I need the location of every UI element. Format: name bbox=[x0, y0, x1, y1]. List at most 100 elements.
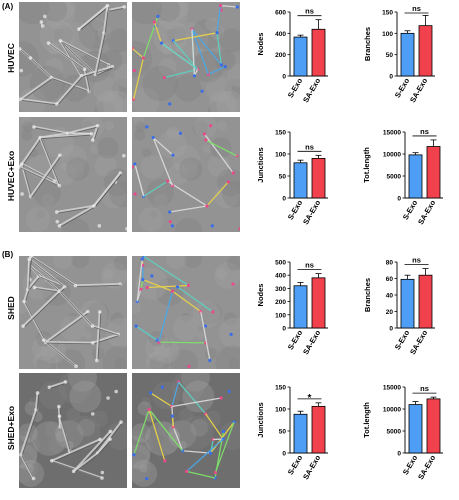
bar-s-exo bbox=[293, 36, 308, 77]
y-tick-label: 5000 bbox=[387, 429, 402, 436]
micrograph-shed-exo-raw bbox=[19, 373, 127, 488]
y-tick-label: 40 bbox=[386, 293, 394, 300]
micrograph-shed-raw bbox=[19, 256, 127, 369]
bar-s-exo bbox=[408, 154, 423, 199]
significance-label: ns bbox=[412, 256, 421, 265]
y-axis-label: Branches bbox=[363, 27, 372, 61]
y-tick-label: 600 bbox=[275, 10, 286, 17]
x-tick-label: SA-Exo bbox=[301, 453, 322, 481]
y-tick-label: 200 bbox=[275, 52, 286, 59]
significance-label: ns bbox=[305, 142, 314, 151]
x-tick-label: SA-Exo bbox=[301, 328, 322, 356]
y-axis-label: Tot.length bbox=[362, 402, 371, 438]
row-label-huvec: HUVEC bbox=[6, 43, 16, 73]
y-tick-label: 400 bbox=[275, 273, 286, 280]
y-tick-label: 0 bbox=[397, 196, 401, 203]
x-tick-label: SA-Exo bbox=[408, 76, 429, 104]
y-tick-label: 300 bbox=[275, 286, 286, 293]
micrograph-huvec-analyzed bbox=[132, 2, 240, 112]
bar-s-exo bbox=[293, 413, 308, 454]
x-tick-label: S-Exo bbox=[393, 76, 412, 99]
x-tick-label: S-Exo bbox=[401, 198, 420, 221]
bar-s-exo bbox=[400, 32, 415, 77]
micrograph-huvec-raw bbox=[19, 2, 127, 112]
y-tick-label: 10000 bbox=[383, 152, 401, 159]
y-tick-label: 5000 bbox=[387, 174, 402, 181]
y-tick-label: 0 bbox=[389, 74, 393, 81]
x-tick-label: S-Exo bbox=[286, 198, 305, 221]
x-tick-label: S-Exo bbox=[286, 328, 305, 351]
significance-label: ns bbox=[420, 127, 429, 136]
x-tick-label: SA-Exo bbox=[301, 198, 322, 226]
significance-label: ns bbox=[305, 261, 314, 270]
panel-label-a: (A) bbox=[2, 2, 14, 11]
x-tick-label: SA-Exo bbox=[416, 198, 437, 226]
bar-sa-exo bbox=[311, 158, 326, 199]
bar-s-exo bbox=[400, 278, 415, 329]
row-label-shed-exo: SHED+Exo bbox=[6, 405, 16, 451]
y-axis-label: Nodes bbox=[256, 284, 265, 307]
y-tick-label: 500 bbox=[275, 260, 286, 267]
y-tick-label: 50 bbox=[279, 429, 287, 436]
bar-s-exo bbox=[293, 162, 308, 199]
significance-label: ns bbox=[420, 384, 429, 393]
bar-sa-exo bbox=[311, 28, 326, 77]
y-tick-label: 100 bbox=[275, 312, 286, 319]
x-tick-label: S-Exo bbox=[393, 328, 412, 351]
y-tick-label: 0 bbox=[282, 74, 286, 81]
y-tick-label: 100 bbox=[382, 31, 393, 38]
bar-s-exo bbox=[293, 285, 308, 329]
y-axis-label: Junctions bbox=[256, 147, 265, 182]
x-tick-label: SA-Exo bbox=[301, 76, 322, 104]
micrograph-huvec-exo-raw bbox=[19, 117, 127, 232]
y-tick-label: 15000 bbox=[383, 130, 401, 137]
y-axis-label: Nodes bbox=[256, 33, 265, 56]
y-tick-label: 80 bbox=[386, 260, 394, 267]
bar-sa-exo bbox=[418, 274, 433, 329]
x-tick-label: S-Exo bbox=[401, 453, 420, 476]
y-tick-label: 100 bbox=[275, 152, 286, 159]
x-tick-label: SA-Exo bbox=[416, 453, 437, 481]
row-label-shed: SHED bbox=[6, 296, 16, 320]
x-tick-label: S-Exo bbox=[286, 453, 305, 476]
bar-s-exo bbox=[408, 404, 423, 454]
y-axis-label: Branches bbox=[363, 278, 372, 312]
y-axis-label: Tot.length bbox=[362, 147, 371, 183]
significance-label: * bbox=[308, 393, 312, 404]
significance-label: ns bbox=[305, 7, 314, 16]
x-tick-label: S-Exo bbox=[286, 76, 305, 99]
y-axis-label: Junctions bbox=[256, 402, 265, 437]
row-label-huvec-exo: HUVEC+Exo bbox=[6, 150, 16, 202]
significance-label: ns bbox=[412, 4, 421, 13]
y-tick-label: 150 bbox=[382, 10, 393, 17]
bar-sa-exo bbox=[426, 398, 441, 454]
bar-sa-exo bbox=[311, 277, 326, 329]
bar-sa-exo bbox=[311, 405, 326, 454]
y-tick-label: 20 bbox=[386, 309, 394, 316]
micrograph-huvec-exo-analyzed bbox=[132, 117, 240, 232]
y-tick-label: 150 bbox=[275, 385, 286, 392]
x-tick-label: SA-Exo bbox=[408, 328, 429, 356]
bar-sa-exo bbox=[426, 146, 441, 199]
micrograph-shed-analyzed bbox=[132, 256, 240, 369]
y-tick-label: 15000 bbox=[383, 385, 401, 392]
y-tick-label: 0 bbox=[282, 451, 286, 458]
panel-label-b: (B) bbox=[2, 250, 14, 259]
y-tick-label: 50 bbox=[386, 52, 394, 59]
y-tick-label: 50 bbox=[279, 174, 287, 181]
bar-sa-exo bbox=[418, 25, 433, 77]
y-tick-label: 0 bbox=[397, 451, 401, 458]
micrograph-shed-exo-analyzed bbox=[132, 373, 240, 488]
y-tick-label: 150 bbox=[275, 130, 286, 137]
y-tick-label: 0 bbox=[389, 326, 393, 333]
y-tick-label: 0 bbox=[282, 326, 286, 333]
y-tick-label: 10000 bbox=[383, 407, 401, 414]
